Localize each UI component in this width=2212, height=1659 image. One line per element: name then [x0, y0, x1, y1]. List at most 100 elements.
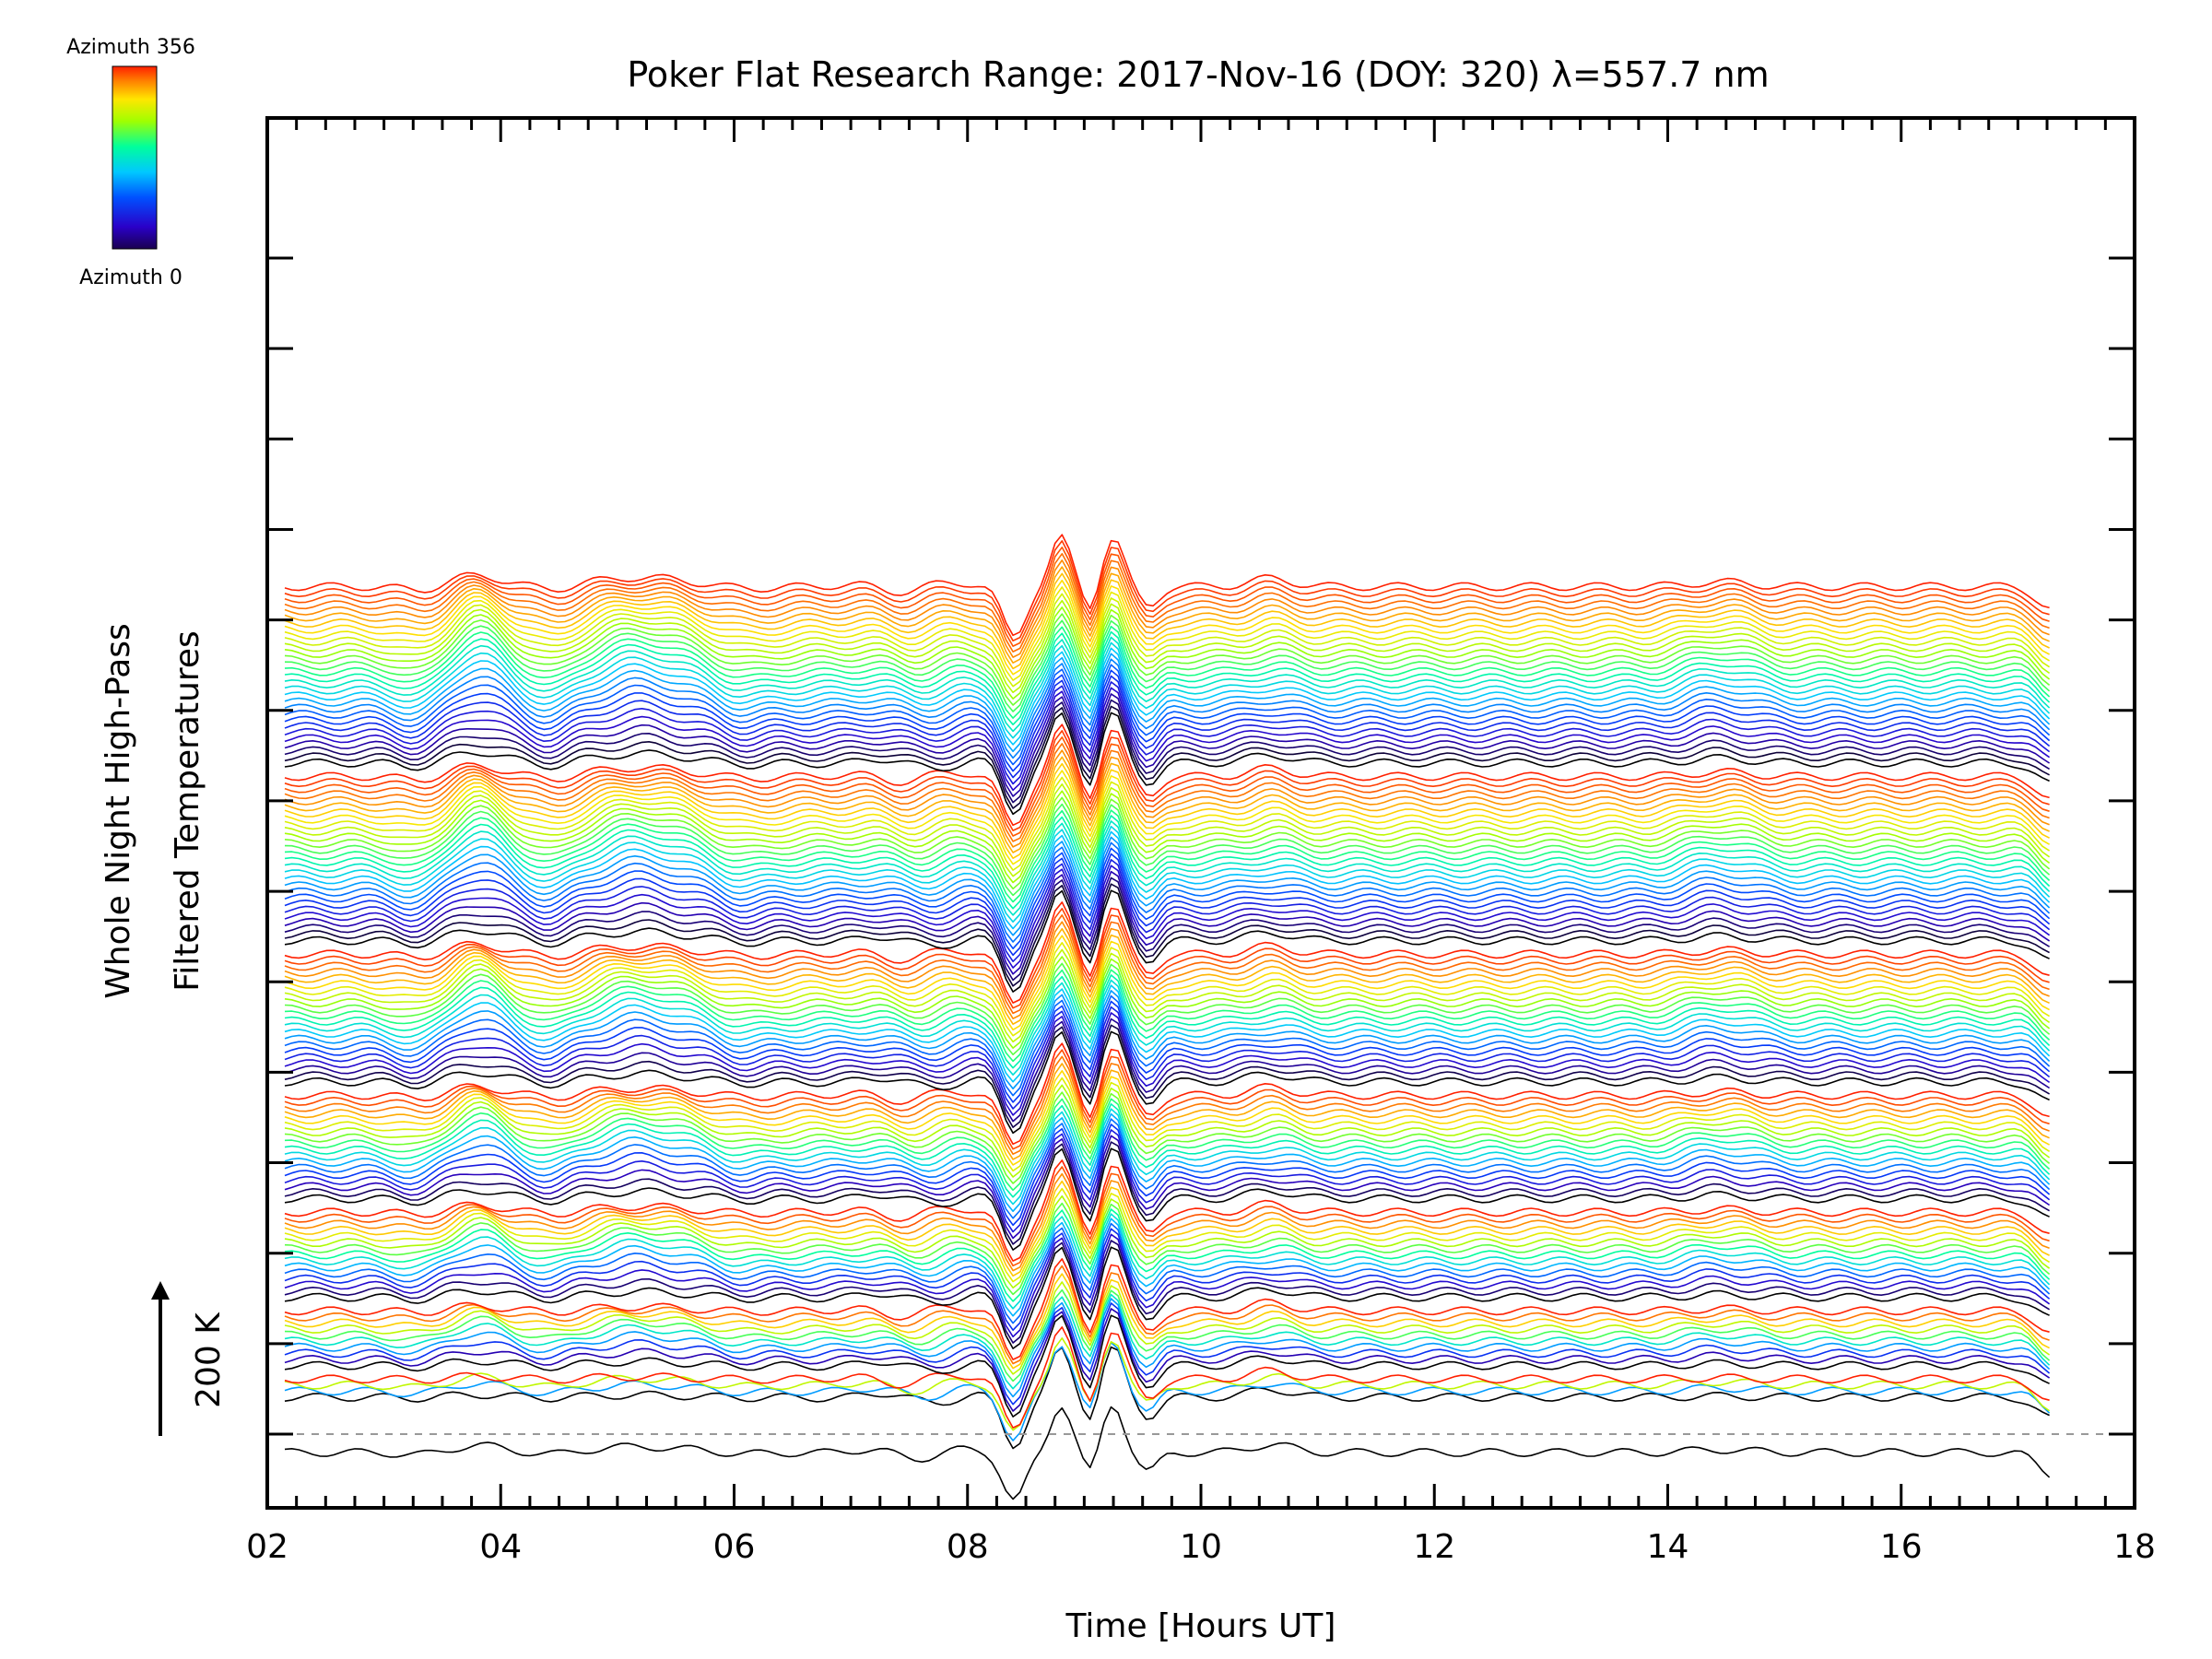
trace-line — [284, 974, 2051, 1069]
trace-line — [284, 1202, 2051, 1296]
trace-line — [284, 593, 2051, 688]
trace-line — [284, 935, 2050, 1031]
colorbar-gradient — [112, 65, 158, 250]
trace-line — [284, 841, 2051, 943]
trace-line — [284, 820, 2051, 916]
trace-line — [284, 724, 2050, 827]
trace-line — [284, 1314, 2050, 1418]
trace-line — [284, 1341, 2051, 1441]
trace-line — [284, 1118, 2051, 1219]
trace-line — [284, 693, 2051, 797]
trace-line — [284, 1018, 2051, 1123]
trace-line — [284, 534, 2050, 637]
trace-line — [284, 969, 2051, 1063]
trace-line — [284, 630, 2051, 725]
x-tick-label: 06 — [713, 1528, 756, 1566]
trace-line — [284, 883, 2050, 987]
trace-line — [284, 1288, 2051, 1382]
trace-line — [284, 889, 2050, 993]
trace-line — [284, 1208, 2051, 1302]
trace-line — [284, 1222, 2051, 1324]
trace-line — [284, 770, 2051, 865]
trace-line — [284, 579, 2050, 676]
trace-line — [284, 927, 2050, 1025]
trace-line — [284, 586, 2051, 681]
trace-line — [284, 815, 2051, 910]
x-tick-label: 14 — [1647, 1528, 1689, 1566]
trace-line — [284, 994, 2051, 1097]
trace-line — [284, 566, 2050, 664]
trace-line — [284, 1194, 2051, 1288]
scale-arrow: 200 K — [151, 1281, 228, 1436]
trace-line — [284, 825, 2051, 923]
chart-title: Poker Flat Research Range: 2017-Nov-16 (… — [627, 54, 1769, 95]
trace-line — [284, 1129, 2051, 1233]
trace-line — [284, 1108, 2051, 1206]
trace-line — [284, 1024, 2050, 1128]
trace-line — [284, 914, 2050, 1015]
trace-group — [284, 534, 2051, 1500]
trace-line — [284, 984, 2051, 1083]
trace-line — [284, 1070, 2050, 1166]
trace-line — [284, 859, 2051, 962]
trace-line — [284, 870, 2051, 975]
trace-line — [284, 942, 2051, 1037]
trace-line — [284, 1302, 2051, 1406]
trace-line — [284, 619, 2051, 712]
trace-line — [284, 699, 2051, 804]
trace-line — [284, 730, 2050, 831]
trace-line — [284, 796, 2051, 890]
x-tick-label: 10 — [1180, 1528, 1222, 1566]
trace-line — [284, 572, 2050, 670]
trace-line — [284, 908, 2050, 1009]
trace-line — [284, 712, 2050, 816]
trace-line — [284, 1258, 2050, 1360]
trace-line — [284, 1042, 2050, 1146]
trace-line — [284, 1281, 2051, 1375]
trace-line — [284, 1141, 2051, 1245]
trace-line — [284, 1172, 2050, 1272]
trace-line — [284, 1049, 2050, 1150]
trace-line — [284, 547, 2050, 647]
trace-line — [284, 948, 2051, 1043]
trace-line — [284, 599, 2051, 694]
trace-line — [284, 990, 2051, 1089]
trace-line — [284, 1030, 2050, 1135]
trace-line — [284, 743, 2050, 842]
trace-line — [284, 559, 2050, 658]
trace-line — [284, 762, 2050, 859]
trace-line — [284, 749, 2050, 848]
trace-line — [284, 636, 2051, 733]
trace-line — [284, 1246, 2050, 1349]
trace-line — [284, 540, 2050, 641]
trace-line — [284, 979, 2051, 1076]
trace-line — [284, 1308, 2051, 1412]
trace-line — [284, 736, 2050, 837]
trace-line — [284, 776, 2051, 871]
trace-line — [284, 641, 2051, 739]
trace-line — [284, 1233, 2051, 1338]
trace-line — [284, 803, 2051, 897]
trace-line — [284, 1180, 2050, 1277]
trace-line — [284, 664, 2051, 766]
x-tick-label: 04 — [479, 1528, 522, 1566]
plot-frame — [265, 116, 2136, 1510]
trace-line — [284, 1187, 2051, 1283]
scale-label: 200 K — [190, 1312, 228, 1408]
trace-line — [284, 877, 2051, 982]
trace-line — [284, 1298, 2051, 1398]
colorbar-bottom-label: Azimuth 0 — [79, 266, 182, 289]
trace-line — [284, 836, 2051, 936]
y-axis-label-line2: Filtered Temperatures — [169, 630, 206, 992]
trace-line — [284, 1098, 2051, 1192]
trace-line — [284, 1293, 2051, 1390]
trace-line — [284, 1000, 2051, 1103]
x-axis-label: Time [Hours UT] — [1065, 1607, 1336, 1645]
trace-line — [284, 653, 2051, 752]
trace-line — [284, 1218, 2051, 1317]
x-tick-label: 18 — [2113, 1528, 2156, 1566]
trace-line — [284, 1006, 2051, 1110]
trace-line — [284, 681, 2051, 785]
trace-line — [284, 865, 2051, 969]
